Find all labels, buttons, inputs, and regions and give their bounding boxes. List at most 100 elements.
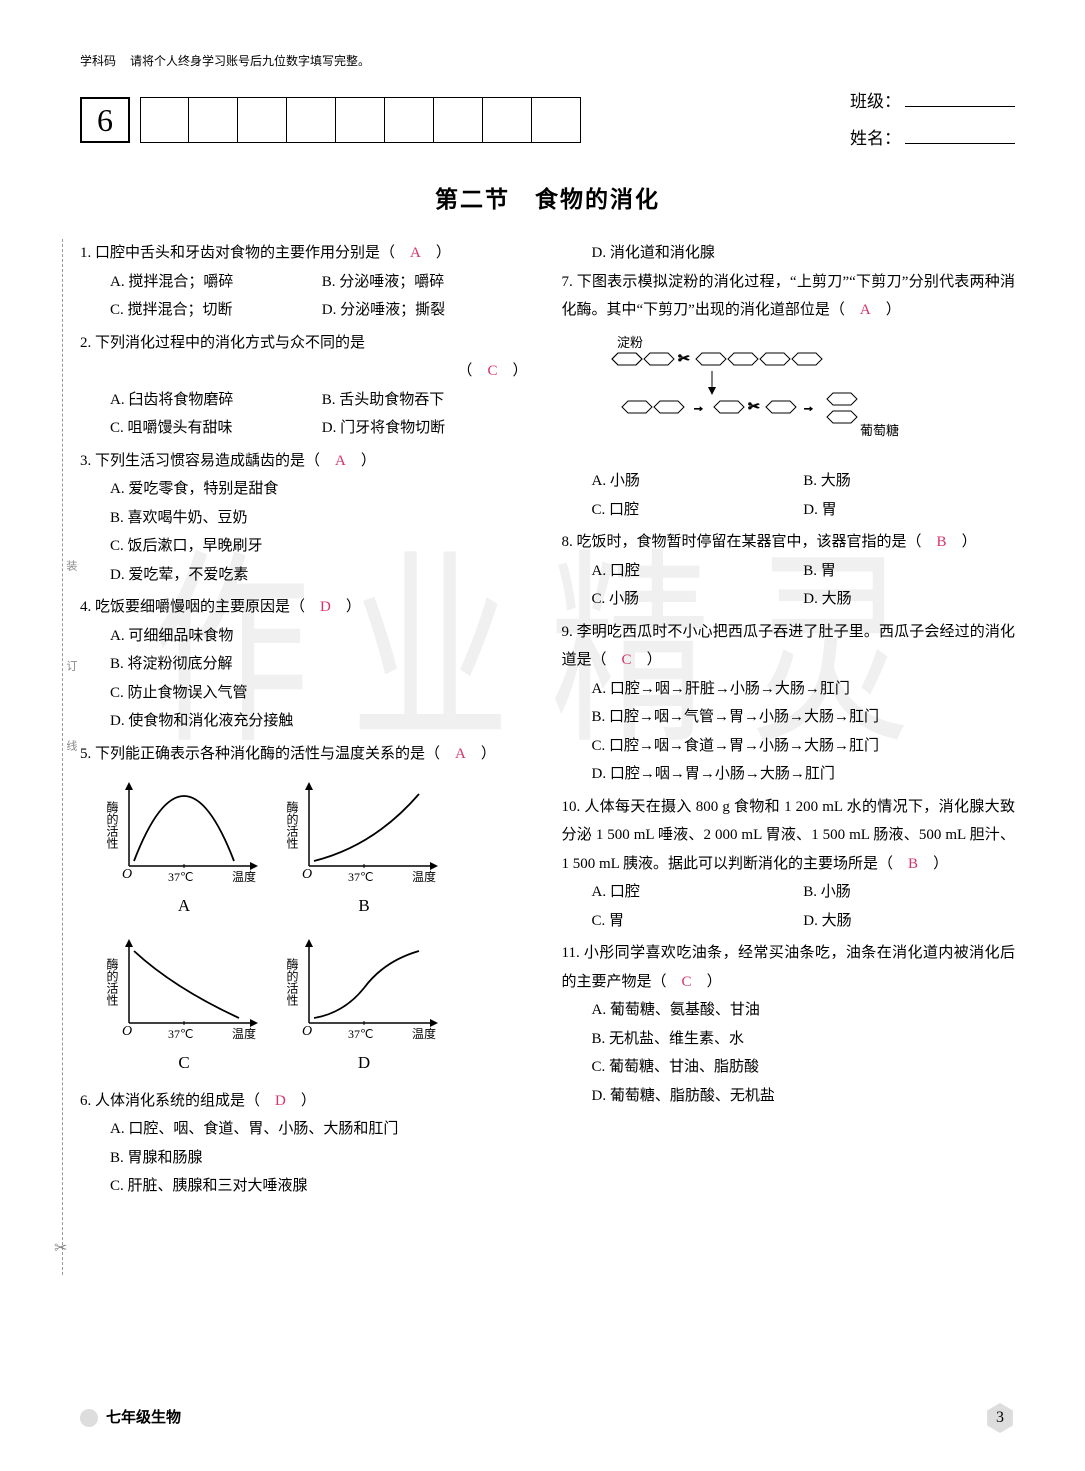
question-5: 5. 下列能正确表示各种消化酶的活性与温度关系的是（ A ） 酶的活性 37℃ … bbox=[80, 740, 534, 1079]
chart-d-label: D bbox=[284, 1047, 444, 1079]
page-number: 3 bbox=[985, 1403, 1015, 1433]
binding-mark: 装 bbox=[60, 560, 81, 571]
paren-close: ） bbox=[647, 652, 662, 668]
q7-text: 7. 下图表示模拟淀粉的消化过程，“上剪刀”“下剪刀”分别代表两种消化酶。其中“… bbox=[562, 274, 1016, 319]
q8-opt-c: C. 小肠 bbox=[592, 585, 804, 614]
q11-opt-a: A. 葡萄糖、氨基酸、甘油 bbox=[592, 996, 1016, 1025]
digit-cell[interactable] bbox=[189, 97, 238, 143]
class-fill[interactable] bbox=[905, 106, 1015, 107]
q6-opt-d: D. 消化道和消化腺 bbox=[592, 239, 1016, 268]
paren-close: ） bbox=[933, 856, 948, 872]
q7-opt-c: C. 口腔 bbox=[592, 496, 804, 525]
question-4: 4. 吃饭要细嚼慢咽的主要原因是（ D ） A. 可细细品味食物 B. 将淀粉彻… bbox=[80, 593, 534, 736]
digit-cell[interactable] bbox=[434, 97, 483, 143]
svg-text:酶的活性: 酶的活性 bbox=[285, 800, 299, 850]
q7-opt-b: B. 大肠 bbox=[803, 467, 1015, 496]
q10-opt-c: C. 胃 bbox=[592, 907, 804, 936]
q6-opt-a: A. 口腔、咽、食道、胃、小肠、大肠和肛门 bbox=[110, 1115, 534, 1144]
chart-c-label: C bbox=[104, 1047, 264, 1079]
digit-cell[interactable] bbox=[287, 97, 336, 143]
subject-code-label: 学科码 bbox=[80, 50, 116, 73]
q6-answer: D bbox=[275, 1093, 286, 1109]
svg-text:✂: ✂ bbox=[678, 352, 690, 367]
q5-text: 5. 下列能正确表示各种消化酶的活性与温度关系的是（ bbox=[80, 746, 440, 762]
q2-text: 2. 下列消化过程中的消化方式与众不同的是 bbox=[80, 329, 534, 358]
q7-diagram: 淀粉 ✂ bbox=[592, 333, 1016, 464]
chart-a: 酶的活性 37℃ 温度 O A bbox=[104, 776, 264, 922]
question-9: 9. 李明吃西瓜时不小心把西瓜子吞进了肚子里。西瓜子会经过的消化道是（ C ） … bbox=[562, 618, 1016, 789]
chart-d: 酶的活性 37℃ 温度 O D bbox=[284, 933, 444, 1079]
svg-text:→: → bbox=[692, 399, 705, 414]
digit-cell[interactable] bbox=[140, 97, 189, 143]
q5-charts: 酶的活性 37℃ 温度 O A 酶的活性 bbox=[80, 776, 534, 1079]
q6-text: 6. 人体消化系统的组成是（ bbox=[80, 1093, 260, 1109]
digit-cell[interactable] bbox=[483, 97, 532, 143]
q2-opt-d: D. 门牙将食物切断 bbox=[322, 414, 534, 443]
digit-cell[interactable] bbox=[385, 97, 434, 143]
q11-text: 11. 小彤同学喜欢吃油条，经常买油条吃，油条在消化道内被消化后的主要产物是（ bbox=[562, 945, 1016, 990]
footer-badge-icon bbox=[80, 1409, 98, 1427]
q10-answer: B bbox=[908, 856, 918, 872]
q1-opt-d: D. 分泌唾液；撕裂 bbox=[322, 296, 534, 325]
q4-opt-a: A. 可细细品味食物 bbox=[110, 622, 534, 651]
q2-answer: C bbox=[487, 363, 497, 379]
svg-text:37℃: 37℃ bbox=[168, 1027, 193, 1041]
q9-opt-d: D. 口腔→咽→胃→小肠→大肠→肛门 bbox=[592, 760, 1016, 789]
svg-text:37℃: 37℃ bbox=[348, 1027, 373, 1041]
paren-open: （ bbox=[457, 363, 472, 379]
q9-opt-b: B. 口腔→咽→气管→胃→小肠→大肠→肛门 bbox=[592, 703, 1016, 732]
digit-cell[interactable] bbox=[238, 97, 287, 143]
binding-mark: 订 bbox=[60, 660, 81, 671]
q10-opt-b: B. 小肠 bbox=[803, 878, 1015, 907]
q8-text: 8. 吃饭时，食物暂时停留在某器官中，该器官指的是（ bbox=[562, 534, 922, 550]
q6-opt-d-wrap: D. 消化道和消化腺 bbox=[562, 239, 1016, 268]
q9-opt-c: C. 口腔→咽→食道→胃→小肠→大肠→肛门 bbox=[592, 732, 1016, 761]
question-3: 3. 下列生活习惯容易造成龋齿的是（ A ） A. 爱吃零食，特别是甜食 B. … bbox=[80, 447, 534, 590]
q4-opt-b: B. 将淀粉彻底分解 bbox=[110, 650, 534, 679]
svg-text:O: O bbox=[122, 1024, 132, 1039]
svg-text:酶的活性: 酶的活性 bbox=[105, 956, 119, 1006]
q2-opt-b: B. 舌头助食物吞下 bbox=[322, 386, 534, 415]
content-columns: ✂ 1. 口腔中舌头和牙齿对食物的主要作用分别是（ A ） A. 搅拌混合；嚼碎… bbox=[80, 239, 1015, 1205]
q5-answer: A bbox=[455, 746, 466, 762]
digit-cell[interactable] bbox=[336, 97, 385, 143]
q2-opt-c: C. 咀嚼馒头有甜味 bbox=[110, 414, 322, 443]
svg-text:温度: 温度 bbox=[232, 1026, 256, 1041]
q10-opt-a: A. 口腔 bbox=[592, 878, 804, 907]
paren-close: ） bbox=[707, 974, 722, 990]
q10-opt-d: D. 大肠 bbox=[803, 907, 1015, 936]
paren-close: ） bbox=[436, 245, 451, 261]
question-10: 10. 人体每天在摄入 800 g 食物和 1 200 mL 水的情况下，消化腺… bbox=[562, 793, 1016, 936]
paren-close: ） bbox=[301, 1093, 316, 1109]
q1-opt-c: C. 搅拌混合；切断 bbox=[110, 296, 322, 325]
section-title: 第二节 食物的消化 bbox=[80, 178, 1015, 222]
q1-answer: A bbox=[410, 245, 421, 261]
svg-text:→: → bbox=[802, 399, 815, 414]
q7-answer: A bbox=[860, 302, 871, 318]
q1-opt-a: A. 搅拌混合；嚼碎 bbox=[110, 268, 322, 297]
footer-subject: 七年级生物 bbox=[106, 1404, 181, 1433]
q7-opt-a: A. 小肠 bbox=[592, 467, 804, 496]
left-column: 1. 口腔中舌头和牙齿对食物的主要作用分别是（ A ） A. 搅拌混合；嚼碎 B… bbox=[80, 239, 534, 1205]
q3-opt-b: B. 喜欢喝牛奶、豆奶 bbox=[110, 504, 534, 533]
q8-opt-d: D. 大肠 bbox=[803, 585, 1015, 614]
header-grid-row: 6 班级： 姓名： bbox=[80, 83, 1015, 158]
chart-b-label: B bbox=[284, 890, 444, 922]
paren-close: ） bbox=[481, 746, 496, 762]
paren-close: ） bbox=[361, 453, 376, 469]
q3-answer: A bbox=[335, 453, 346, 469]
question-2: 2. 下列消化过程中的消化方式与众不同的是 （ C ） A. 臼齿将食物磨碎 B… bbox=[80, 329, 534, 443]
q3-opt-c: C. 饭后漱口，早晚刷牙 bbox=[110, 532, 534, 561]
svg-text:✂: ✂ bbox=[748, 400, 760, 415]
q8-opt-a: A. 口腔 bbox=[592, 557, 804, 586]
q9-opt-a: A. 口腔→咽→肝脏→小肠→大肠→肛门 bbox=[592, 675, 1016, 704]
student-info: 班级： 姓名： bbox=[850, 83, 1015, 158]
digit-cell[interactable] bbox=[532, 97, 581, 143]
svg-text:酶的活性: 酶的活性 bbox=[105, 800, 119, 850]
q4-answer: D bbox=[320, 599, 331, 615]
svg-text:37℃: 37℃ bbox=[348, 870, 373, 884]
question-8: 8. 吃饭时，食物暂时停留在某器官中，该器官指的是（ B ） A. 口腔 B. … bbox=[562, 528, 1016, 614]
binding-mark: 线 bbox=[60, 740, 81, 751]
q3-opt-a: A. 爱吃零食，特别是甜食 bbox=[110, 475, 534, 504]
name-fill[interactable] bbox=[905, 143, 1015, 144]
